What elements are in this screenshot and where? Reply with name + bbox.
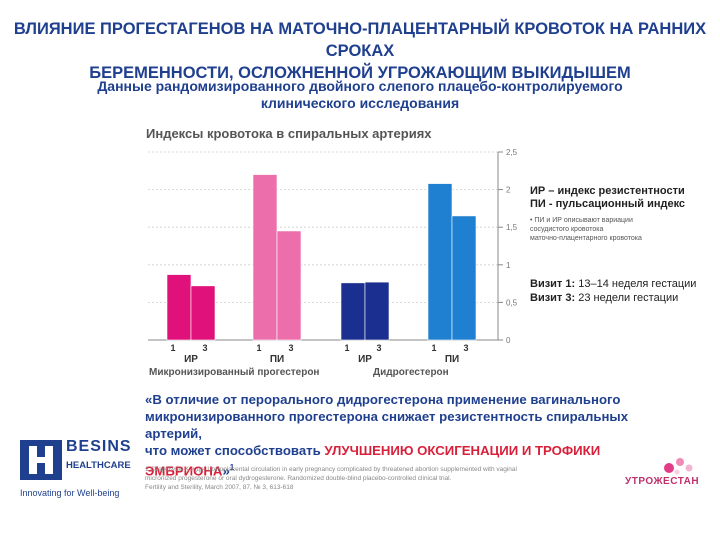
bar <box>340 282 366 341</box>
visit-1-label: Визит 1: <box>530 278 576 290</box>
title-line-2: БЕРЕМЕННОСТИ, ОСЛОЖНЕННОЙ УГРОЖАЮЩИМ ВЫК… <box>89 64 631 82</box>
conclusion-quote: «В отличие от перорального дидрогестерон… <box>145 391 675 479</box>
logo-subtitle: HEALTHCARE <box>66 460 131 471</box>
reference-line-1: 1 Czajkowski K и др. Uteroplacental circ… <box>145 466 517 473</box>
bar <box>364 281 390 341</box>
subtitle-line-1: Данные рандомизированного двойного слепо… <box>97 78 623 94</box>
y-tick-label: 0,5 <box>506 298 518 307</box>
visit-3-label: Визит 3: <box>530 292 576 304</box>
group-index-label: ПИ <box>445 354 459 365</box>
quote-line-2: микронизированного прогестерона снижает … <box>145 409 629 441</box>
group-index-label: ПИ <box>270 354 284 365</box>
legend-ir-definition: ИР – индекс резистентности <box>530 185 685 197</box>
bar <box>166 274 192 341</box>
legend-visits: Визит 1: 13–14 неделя гестации Визит 3: … <box>530 278 696 304</box>
bar <box>252 174 278 341</box>
legend-note-3: маточно-плацентарного кровотока <box>530 235 642 242</box>
legend-visit-3: Визит 3: 23 недели гестации <box>530 292 696 304</box>
reference-line-3: Fertility and Sterility, March 2007, 87,… <box>145 484 294 491</box>
bar <box>427 183 453 341</box>
reference-line-2: micronized progesterone or oral dydroges… <box>145 475 452 482</box>
group-index-label: ИР <box>184 354 198 365</box>
visit-tick-label: 1 <box>344 343 349 353</box>
bar <box>276 230 302 341</box>
legend: ИР – индекс резистентности ПИ - пульсаци… <box>530 185 685 243</box>
visit-tick-label: 1 <box>170 343 175 353</box>
page-title: ВЛИЯНИЕ ПРОГЕСТАГЕНОВ НА МАТОЧНО-ПЛАЦЕНТ… <box>10 18 710 84</box>
legend-note-2: сосудистого кровотока <box>530 226 604 233</box>
quote-superscript: 1 <box>229 463 235 472</box>
group-index-label: ИР <box>358 354 372 365</box>
quote-highlight: УЛУЧШЕНИЮ ОКСИГЕНАЦИИ И ТРОФИКИ ЭМБРИОНА <box>145 443 601 479</box>
bar <box>190 285 216 341</box>
visit-tick-label: 1 <box>431 343 436 353</box>
subtitle-line-2: клинического исследования <box>260 95 460 111</box>
visit-tick-label: 3 <box>376 343 381 353</box>
quote-line-3: что может способствовать УЛУЧШЕНИЮ ОКСИГ… <box>145 442 675 479</box>
logo-tagline: Innovating for Well-being <box>20 488 120 498</box>
bar-chart: 0 0,5 1 1,5 2 2,5 1 3 ИР 1 3 ПИ 1 3 ИР 1 3 ПИ Микронизиров… <box>148 148 518 378</box>
quote-line-3-start: что может способствовать <box>145 443 325 458</box>
visit-tick-label: 1 <box>256 343 261 353</box>
brand-name: УТРОЖЕСТАН <box>625 476 700 487</box>
visit-tick-label: 3 <box>463 343 468 353</box>
visit-tick-label: 3 <box>202 343 207 353</box>
y-tick-label: 2 <box>506 186 511 195</box>
logo-name: BESINS <box>66 438 132 455</box>
legend-pi-definition: ПИ - пульсационный индекс <box>530 198 686 210</box>
page-subtitle: Данные рандомизированного двойного слепо… <box>60 78 660 112</box>
brand-dots-icon <box>664 458 693 475</box>
chart-title: Индексы кровотока в спиральных артериях <box>146 126 432 141</box>
references: 1 Czajkowski K и др. Uteroplacental circ… <box>145 465 585 492</box>
bar <box>451 215 477 341</box>
legend-note-1: • ПИ и ИР описывают вариации <box>530 217 633 224</box>
y-tick-label: 0 <box>506 336 511 345</box>
title-line-1: ВЛИЯНИЕ ПРОГЕСТАГЕНОВ НА МАТОЧНО-ПЛАЦЕНТ… <box>13 20 707 60</box>
quote-line-1: «В отличие от перорального дидрогестерон… <box>145 392 621 407</box>
quote-line-3-end: » <box>222 463 230 479</box>
y-tick-label: 1 <box>506 261 511 270</box>
y-tick-label: 1,5 <box>506 223 518 232</box>
drug-label: Микронизированный прогестерон <box>149 367 319 378</box>
visit-1-text: 13–14 неделя гестации <box>575 278 697 290</box>
visit-tick-label: 3 <box>288 343 293 353</box>
besins-logo-mark <box>20 440 62 480</box>
utrozhestan-logo: УТРОЖЕСТАН <box>625 450 705 495</box>
visit-3-text: 23 недели гестации <box>575 292 679 304</box>
legend-visit-1: Визит 1: 13–14 неделя гестации <box>530 278 696 290</box>
y-tick-label: 2,5 <box>506 148 518 157</box>
drug-label: Дидрогестерон <box>373 367 449 378</box>
